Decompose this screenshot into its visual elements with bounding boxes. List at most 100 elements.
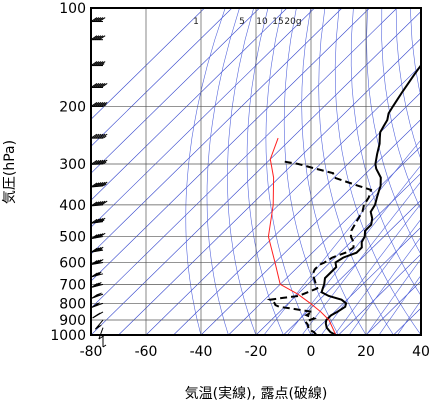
wind-barb-flag: [93, 282, 100, 288]
wind-barb: [90, 217, 106, 224]
mixing-ratio-line: [397, 299, 421, 335]
wind-barb-flag: [94, 61, 102, 66]
wind-barb-flag: [92, 159, 100, 165]
mixing-ratio-line: [263, 139, 421, 335]
y-tick-label: 200: [59, 99, 86, 115]
wind-barb-flag: [98, 133, 106, 139]
isotherm-line: [200, 118, 421, 335]
dry-adiabat-line: [301, 8, 367, 335]
y-tick-label: 400: [59, 198, 86, 214]
dry-adiabat-line: [381, 8, 421, 211]
wind-barb-half-flag: [102, 135, 107, 139]
y-tick-label: 700: [59, 277, 86, 293]
isotherm-line: [91, 8, 398, 309]
wind-barb-flag: [96, 17, 104, 22]
x-tick-label: -60: [135, 344, 158, 360]
wind-barb: [90, 61, 106, 67]
wind-barb: [91, 292, 104, 299]
wind-barb: [90, 232, 106, 240]
wind-barb-half-flag: [98, 248, 103, 252]
dry-adiabat-line: [246, 8, 284, 335]
mixing-ratio-line: [320, 203, 421, 335]
wind-barb-flag: [92, 247, 100, 253]
wind-barb-flag: [92, 17, 100, 22]
dry-adiabat-line: [206, 8, 240, 335]
dry-adiabat-line: [395, 8, 421, 161]
wind-barb-flag: [94, 102, 102, 107]
wind-barb-flag: [95, 281, 102, 287]
wind-barb-flag: [90, 247, 98, 253]
dry-adiabat-line: [227, 8, 257, 335]
wind-barb-flag: [96, 200, 104, 206]
y-tick-label: 300: [59, 157, 86, 173]
wind-barb-flag: [98, 83, 106, 88]
y-tick-label: 500: [59, 230, 86, 246]
dry-adiabat-line: [425, 8, 431, 335]
grid-lines: [91, 8, 421, 335]
wind-barb-staff: [91, 261, 104, 266]
mixing-ratio-line: [301, 180, 421, 335]
mixing-ratio-labels: 1 5 10 15 20g: [193, 17, 301, 27]
wind-barb-flag: [94, 233, 102, 239]
wind-barb-flag: [95, 292, 102, 298]
wind-barb: [90, 181, 108, 188]
wind-barb-staff: [91, 273, 104, 278]
y-tick-label: 600: [59, 255, 86, 271]
dry-adiabat-line: [283, 8, 339, 335]
wind-barb: [90, 102, 108, 107]
wind-barb: [90, 246, 104, 253]
wind-barb-flag: [92, 83, 100, 88]
dry-adiabat-line: [350, 8, 421, 297]
wind-barb-flag: [95, 324, 102, 330]
isotherm-line: [420, 334, 421, 335]
dry-adiabat-line: [366, 8, 421, 256]
wind-barb-half-flag: [95, 303, 99, 307]
plot-frame: [90, 7, 422, 336]
isotherm-line: [173, 91, 421, 335]
isotherm-line: [91, 8, 288, 201]
y-axis-title: 気圧(hPa): [2, 140, 18, 204]
isotherm-line: [91, 8, 343, 255]
x-tick-label: -40: [190, 344, 213, 360]
wind-barb-flag: [100, 200, 108, 206]
dry-adiabat-line: [318, 8, 394, 335]
wind-barb-flag: [98, 200, 106, 206]
wind-barb-flag: [100, 83, 108, 88]
wind-barb-flag: [90, 260, 98, 265]
wind-barb-flag: [96, 259, 104, 264]
wind-barb: [98, 327, 106, 340]
isotherm-line: [91, 8, 205, 120]
wind-barb-flag: [98, 181, 106, 187]
wind-barb-flag: [96, 218, 104, 223]
wind-barb-flag: [96, 133, 104, 139]
wind-barb: [91, 281, 104, 288]
mixing-ratio-line: [378, 274, 421, 335]
wind-barb: [90, 159, 108, 165]
wind-barb: [91, 302, 104, 308]
wind-barb-flag: [94, 182, 102, 188]
wind-barb-flag: [94, 247, 102, 252]
wind-barb: [90, 133, 108, 139]
wind-barb-flag: [98, 232, 106, 238]
wind-barb-flag: [98, 35, 106, 41]
isotherm-line: [393, 307, 421, 335]
wind-barb-half-flag: [102, 183, 107, 187]
isotherm-line: [91, 11, 421, 335]
wind-barbs: [90, 17, 108, 348]
wind-barb-flag: [93, 271, 100, 277]
wind-barb: [92, 311, 104, 319]
wind-barb-half-flag: [102, 161, 107, 165]
y-tick-label: 1000: [50, 328, 86, 344]
wind-barb-flag: [90, 160, 98, 165]
x-tick-label: 20: [357, 344, 375, 360]
mixing-ratio-line: [366, 258, 421, 335]
mixing-ratio-label: 20g: [284, 17, 301, 27]
wind-barb-flag: [90, 234, 98, 240]
wind-barb-flag: [90, 201, 98, 207]
wind-barb: [90, 259, 104, 266]
y-tick-label: 800: [59, 296, 86, 312]
x-tick-labels: -80 -60 -40 -20 0 20 40: [80, 344, 430, 360]
mixing-ratio-label: 1: [193, 17, 199, 27]
dry-adiabat-line: [334, 8, 421, 335]
wind-barb-flag: [98, 61, 106, 66]
